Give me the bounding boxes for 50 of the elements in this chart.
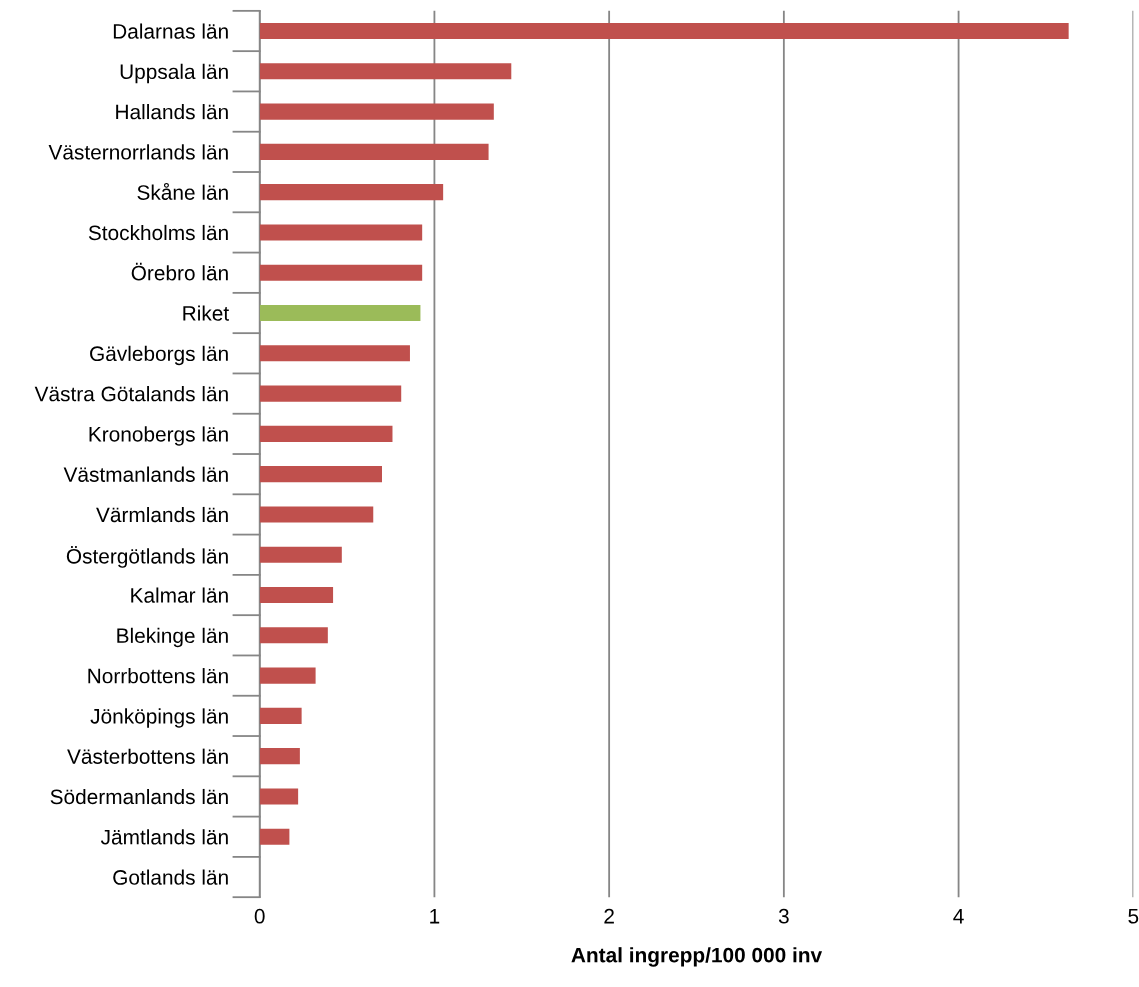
bar (259, 103, 494, 120)
bar (259, 143, 489, 160)
y-tick-label: Östergötlands län (66, 546, 228, 568)
x-tick-label: 1 (430, 909, 440, 924)
y-tick-label: Västra Götalands län (34, 386, 228, 402)
x-tick-label: 2 (604, 908, 614, 924)
y-tick-label: Gävleborgs län (90, 345, 228, 366)
bar (259, 546, 342, 563)
bar (259, 385, 402, 402)
bar (259, 63, 512, 80)
x-tick-label: 0 (254, 908, 265, 924)
bar (259, 828, 290, 845)
bar (259, 22, 1069, 40)
bar (259, 466, 382, 483)
y-tick-label: Kronobergs län (89, 426, 228, 446)
y-tick-label: Uppsala län (120, 63, 228, 84)
y-tick-label: Dalarnas län (113, 23, 228, 39)
y-tick-label: Jönköpings län (90, 708, 228, 728)
y-tick-label: Västmanlands län (63, 466, 228, 482)
y-tick-label: Blekinge län (117, 627, 228, 648)
y-tick-label: Stockholms län (88, 224, 228, 241)
y-tick-label: Gotlands län (113, 869, 228, 885)
x-axis-title: Antal ingrepp/100 000 inv (571, 947, 823, 967)
x-tick-label: 4 (953, 909, 964, 924)
bar (259, 224, 423, 241)
bar (259, 304, 421, 322)
bar (259, 264, 423, 281)
y-tick-label: Jämtlands län (100, 829, 228, 845)
bar (259, 788, 299, 805)
y-tick-label: Skåne län (137, 182, 228, 200)
bar (259, 184, 444, 201)
bar (259, 748, 300, 765)
y-tick-label: Norrbottens län (88, 668, 228, 684)
y-tick-label: Hallands län (116, 104, 228, 120)
x-tick-label: 3 (778, 908, 789, 924)
y-tick-label: Kalmar län (131, 587, 228, 603)
bar (259, 506, 374, 523)
y-tick-label: Västernorrlands län (48, 144, 228, 160)
y-tick-label: Södermanlands län (50, 788, 228, 805)
y-tick-label: Örebro län (131, 262, 228, 281)
bar (259, 345, 410, 362)
y-tick-label: Riket (183, 305, 229, 321)
bar (259, 425, 393, 442)
bar (259, 627, 328, 644)
y-tick-label: Värmlands län (96, 506, 228, 523)
bar (259, 586, 334, 604)
y-tick-label: Västerbottens län (67, 748, 228, 764)
bar (259, 667, 316, 684)
x-tick-label: 5 (1128, 909, 1139, 924)
bar (259, 707, 302, 724)
